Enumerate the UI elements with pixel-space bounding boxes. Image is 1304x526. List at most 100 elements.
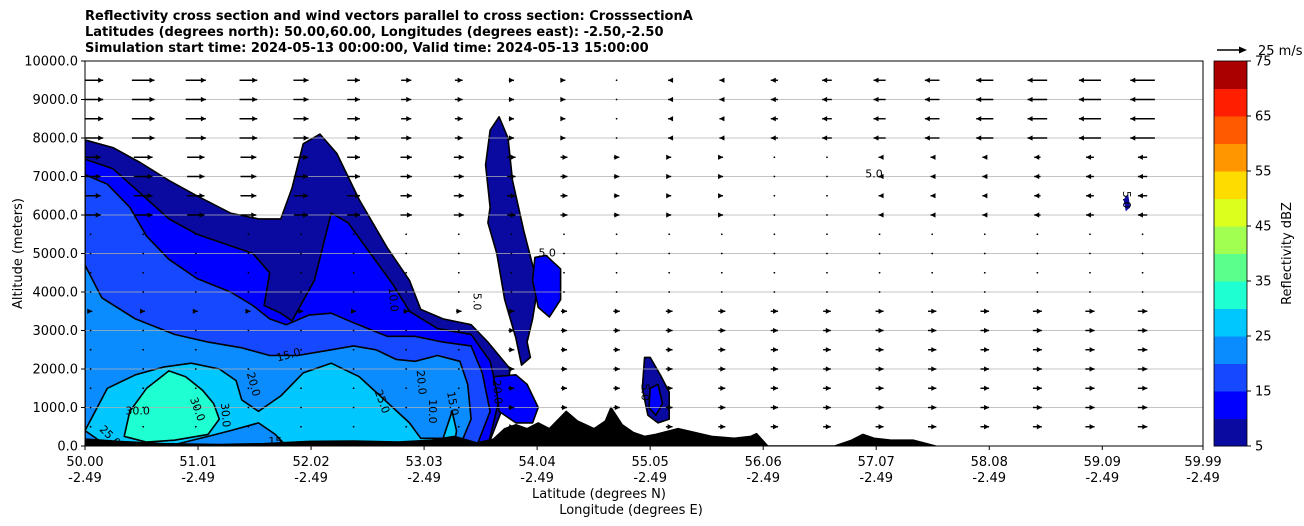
wind-vector-head (770, 96, 776, 103)
wind-vector-head (509, 308, 515, 314)
wind-vector-head (560, 116, 566, 122)
wind-vector-head (931, 308, 937, 314)
wind-vector-head (457, 135, 463, 141)
wind-vector (826, 214, 828, 216)
colorbar-segment (1214, 391, 1247, 419)
wind-vector (300, 271, 302, 274)
wind-vector-head (509, 116, 515, 122)
wind-vector-head (252, 135, 258, 141)
wind-vector-head (303, 154, 309, 160)
wind-vector-head (1036, 404, 1042, 411)
wind-vector-head (1142, 404, 1148, 411)
wind-vector-head (976, 135, 982, 141)
wind-vector-head (403, 308, 409, 314)
wind-vector (615, 233, 618, 236)
wind-vector-head (1130, 135, 1136, 141)
wind-vector-head (924, 135, 930, 141)
wind-vector-head (200, 135, 206, 141)
contour-label: 20.0 (414, 370, 429, 396)
wind-vector-head (976, 77, 982, 83)
wind-vector-head (1142, 424, 1148, 430)
wind-vector-head (252, 96, 258, 103)
colorbar-frame (1213, 60, 1248, 447)
wind-vector-head (355, 154, 361, 160)
wind-vector-head (1034, 173, 1040, 180)
wind-vector (773, 271, 776, 274)
wind-vector (668, 271, 671, 274)
wind-vector-head (878, 173, 884, 180)
wind-vector (405, 252, 408, 255)
wind-vector-head (718, 173, 724, 180)
wind-vector-head (303, 173, 309, 180)
contour-label: 15.0 (275, 346, 302, 365)
wind-vector (89, 291, 92, 293)
wind-vector-head (1142, 385, 1148, 391)
wind-vector-head (931, 424, 937, 430)
wind-vector-head (457, 96, 463, 103)
wind-vector (773, 233, 776, 236)
wind-vector-head (562, 193, 568, 199)
wind-vector-head (719, 77, 725, 83)
wind-vector (826, 271, 828, 274)
wind-vector-head (1086, 173, 1092, 180)
x-tick-label-lon: -2.49 (972, 471, 1006, 486)
wind-vector-head (1027, 116, 1033, 122)
wind-vector-head (614, 424, 620, 430)
wind-vector-head (825, 366, 831, 372)
wind-vector-head (668, 77, 674, 83)
wind-vector-head (1142, 347, 1148, 353)
wind-vector (247, 329, 250, 332)
wind-vector (510, 233, 513, 236)
wind-vector-head (720, 404, 726, 411)
wind-vector-head (614, 347, 620, 353)
wind-vector (89, 387, 92, 390)
wind-vector-head (303, 212, 309, 218)
wind-vector (931, 291, 934, 293)
x-tick-label-lon: -2.49 (181, 471, 215, 486)
contour-label: 10.0 (386, 287, 401, 313)
wind-vector-head (873, 96, 879, 103)
wind-vector-head (614, 308, 620, 314)
wind-vector-head (406, 173, 412, 180)
wind-vector (457, 329, 460, 332)
wind-vector-head (1130, 77, 1136, 83)
wind-vector-head (614, 154, 620, 160)
wind-vector (405, 291, 408, 293)
wind-vector (720, 252, 723, 255)
wind-vector-head (562, 173, 568, 180)
wind-vector-head (878, 327, 884, 334)
wind-vector-head (509, 327, 515, 334)
wind-vector (457, 368, 460, 370)
wind-vector-head (822, 77, 828, 83)
wind-vector-head (982, 173, 988, 180)
wind-vector-head (192, 308, 198, 314)
wind-vector-head (1078, 135, 1084, 141)
wind-vector-head (147, 212, 153, 218)
wind-vector (300, 233, 302, 236)
wind-vector-head (773, 404, 779, 411)
wind-vector-head (668, 135, 674, 141)
wind-vector-head (931, 327, 937, 334)
wind-vector-head (95, 212, 101, 218)
wind-vector (300, 252, 302, 255)
y-tick-label: 8000.0 (33, 132, 79, 147)
wind-vector (194, 425, 197, 428)
wind-vector (247, 233, 250, 236)
wind-vector-head (354, 77, 360, 83)
wind-vector-head (1078, 77, 1084, 83)
contour-label: 20.0 (244, 371, 263, 398)
wind-vector-head (200, 96, 206, 103)
wind-vector-head (720, 308, 726, 314)
wind-vector (352, 425, 355, 428)
wind-vector-head (1142, 327, 1148, 334)
wind-vector-head (355, 193, 361, 199)
wind-vector-head (406, 193, 412, 199)
wind-vector-head (719, 135, 725, 141)
wind-vector-head (303, 193, 309, 199)
wind-vector (878, 271, 881, 274)
wind-vector-head (667, 424, 673, 430)
wind-vector-head (667, 385, 673, 391)
x-tick-label-lat: 58.08 (971, 455, 1008, 470)
wind-vector-head (509, 366, 515, 372)
contour-label: 30.0 (218, 402, 233, 428)
